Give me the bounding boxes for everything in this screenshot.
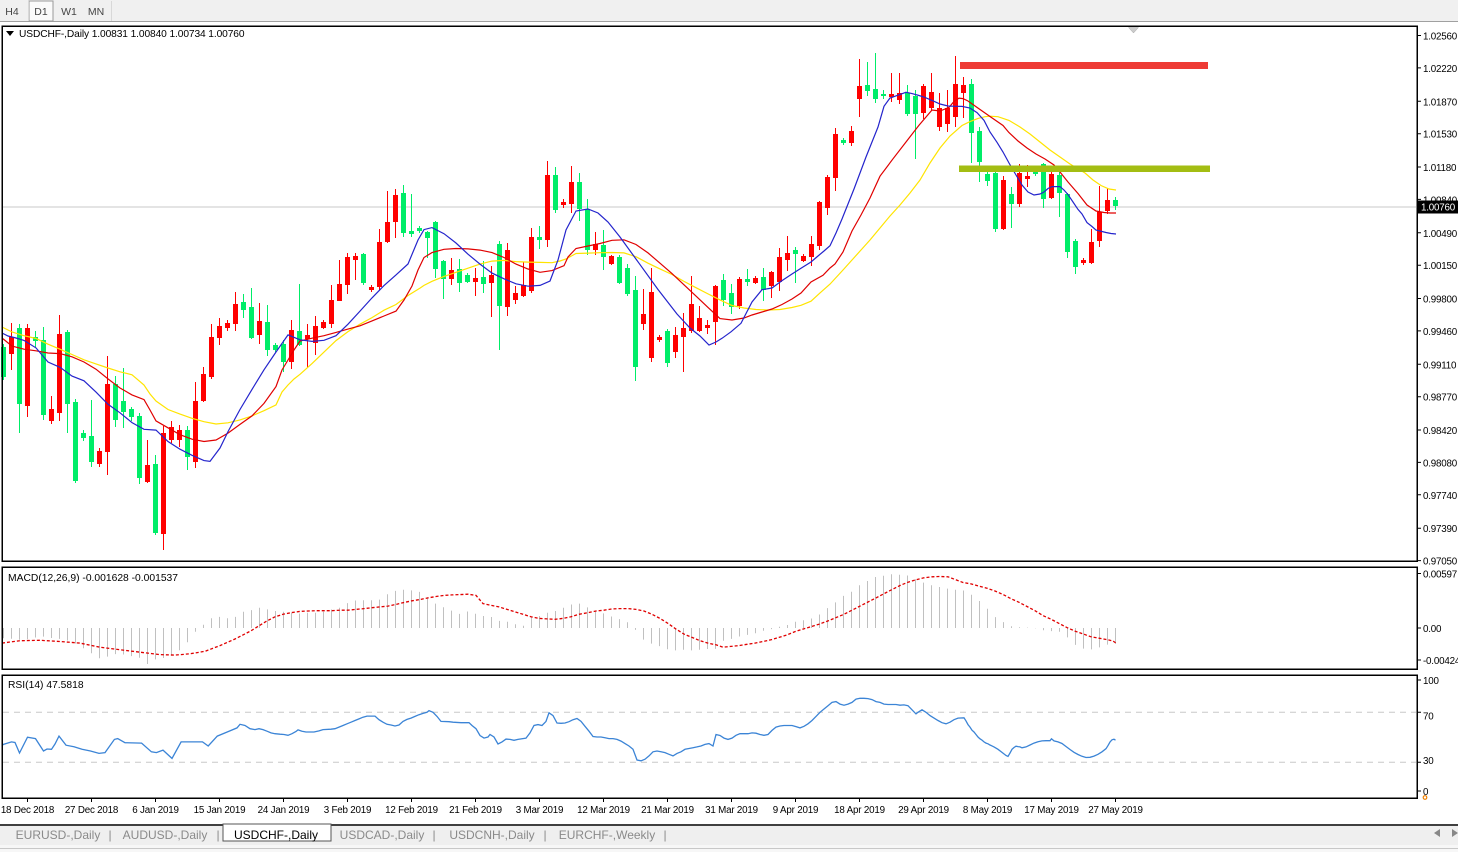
svg-text:30: 30 [1423, 756, 1434, 767]
svg-text:RSI(14) 47.5818: RSI(14) 47.5818 [8, 680, 84, 691]
svg-text:21 Mar 2019: 21 Mar 2019 [641, 805, 694, 816]
svg-text:0.99460: 0.99460 [1423, 327, 1458, 338]
svg-text:1.00760: 1.00760 [1421, 203, 1456, 214]
svg-text:17 May 2019: 17 May 2019 [1024, 805, 1078, 816]
svg-text:|: | [432, 828, 435, 842]
svg-text:27 Dec 2018: 27 Dec 2018 [65, 805, 119, 816]
svg-text:USDCNH-,Daily: USDCNH-,Daily [449, 828, 534, 842]
svg-text:12 Mar 2019: 12 Mar 2019 [577, 805, 630, 816]
svg-text:EURCHF-,Weekly: EURCHF-,Weekly [559, 828, 655, 842]
svg-text:0.97740: 0.97740 [1423, 491, 1458, 502]
svg-text:|: | [216, 828, 219, 842]
svg-text:3 Mar 2019: 3 Mar 2019 [516, 805, 564, 816]
svg-text:6 Jan 2019: 6 Jan 2019 [132, 805, 178, 816]
svg-text:0.98080: 0.98080 [1423, 458, 1458, 469]
svg-text:|: | [108, 828, 111, 842]
svg-text:18 Apr 2019: 18 Apr 2019 [834, 805, 885, 816]
svg-text:12 Feb 2019: 12 Feb 2019 [385, 805, 438, 816]
svg-text:MN: MN [88, 6, 104, 18]
svg-text:-0.00424: -0.00424 [1423, 656, 1458, 667]
svg-text:31 Mar 2019: 31 Mar 2019 [705, 805, 758, 816]
svg-text:0.99800: 0.99800 [1423, 295, 1458, 306]
svg-text:1.01870: 1.01870 [1423, 97, 1458, 108]
svg-text:USDCHF-,Daily: USDCHF-,Daily [234, 828, 318, 842]
svg-text:1.01180: 1.01180 [1423, 163, 1457, 174]
svg-text:1.00490: 1.00490 [1423, 229, 1458, 240]
svg-text:8 May 2019: 8 May 2019 [963, 805, 1012, 816]
svg-text:0.97390: 0.97390 [1423, 524, 1458, 535]
svg-text:29 Apr 2019: 29 Apr 2019 [898, 805, 949, 816]
svg-text:1.01530: 1.01530 [1423, 130, 1458, 141]
svg-text:D1: D1 [34, 6, 48, 18]
svg-text:0.00: 0.00 [1423, 624, 1442, 635]
svg-text:100: 100 [1423, 676, 1439, 687]
svg-text:24 Jan 2019: 24 Jan 2019 [258, 805, 310, 816]
svg-text:0.98420: 0.98420 [1423, 426, 1458, 437]
svg-text:3 Feb 2019: 3 Feb 2019 [324, 805, 372, 816]
svg-text:1.00150: 1.00150 [1423, 261, 1458, 272]
svg-text:MACD(12,26,9) -0.001628 -0.001: MACD(12,26,9) -0.001628 -0.001537 [8, 573, 178, 584]
svg-text:AUDUSD-,Daily: AUDUSD-,Daily [123, 828, 208, 842]
svg-text:0.00597: 0.00597 [1423, 570, 1457, 581]
svg-text:70: 70 [1423, 711, 1434, 722]
svg-text:27 May 2019: 27 May 2019 [1088, 805, 1142, 816]
svg-text:15 Jan 2019: 15 Jan 2019 [194, 805, 246, 816]
svg-text:0: 0 [1423, 787, 1429, 798]
svg-text:9 Apr 2019: 9 Apr 2019 [773, 805, 818, 816]
svg-text:0.97050: 0.97050 [1423, 557, 1458, 568]
svg-text:|: | [663, 828, 666, 842]
svg-text:EURUSD-,Daily: EURUSD-,Daily [16, 828, 101, 842]
svg-text:|: | [543, 828, 546, 842]
svg-text:1.02220: 1.02220 [1423, 64, 1458, 75]
svg-text:W1: W1 [61, 6, 77, 18]
svg-text:1.02560: 1.02560 [1423, 32, 1458, 43]
svg-text:21 Feb 2019: 21 Feb 2019 [449, 805, 502, 816]
svg-text:18 Dec 2018: 18 Dec 2018 [1, 805, 55, 816]
svg-text:0.98770: 0.98770 [1423, 393, 1458, 404]
svg-text:0.99110: 0.99110 [1423, 360, 1457, 371]
svg-text:USDCHF-,Daily 1.00831 1.00840: USDCHF-,Daily 1.00831 1.00840 1.00734 1.… [19, 29, 245, 40]
svg-text:USDCAD-,Daily: USDCAD-,Daily [340, 828, 425, 842]
svg-text:H4: H4 [5, 6, 19, 18]
